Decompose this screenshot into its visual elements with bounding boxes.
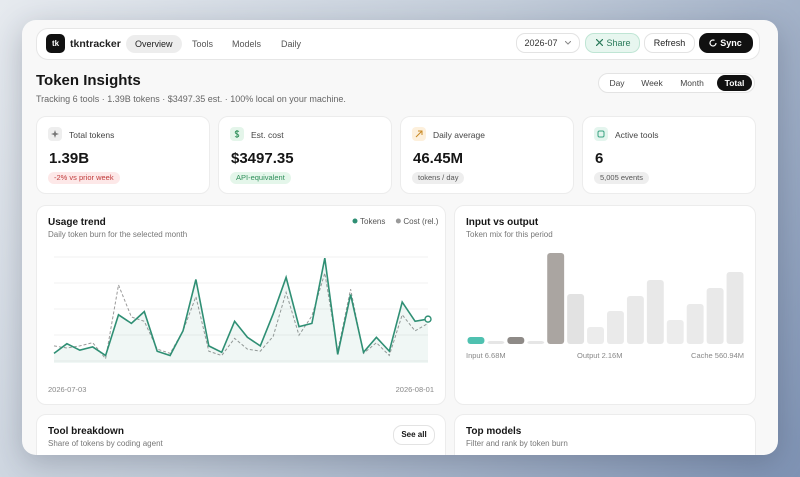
share-label: Share — [606, 38, 631, 48]
stat-badge: tokens / day — [412, 172, 465, 184]
stat-label: Total tokens — [69, 130, 115, 140]
bar — [587, 327, 604, 344]
card-subtitle: Filter and rank by token burn — [466, 439, 568, 448]
legend-label: Cost (rel.) — [403, 217, 438, 226]
sync-label: Sync — [720, 38, 742, 48]
see-all-button[interactable]: See all — [393, 425, 435, 445]
legend-label: Tokens — [360, 217, 385, 226]
nav-tab[interactable]: Tools — [192, 39, 214, 49]
stat-value: 46.45M — [413, 150, 464, 167]
end-point — [424, 315, 432, 323]
bar — [646, 280, 664, 344]
grid — [54, 256, 428, 362]
app-window: tk tkntracker Overview Tools Models Dail… — [22, 20, 778, 455]
usage-trend-card: Usage trend Daily token burn for the sel… — [36, 205, 446, 405]
sync-button[interactable]: Sync — [699, 33, 753, 53]
card-subtitle: Token mix for this period — [466, 230, 553, 239]
usage-trend-chart: Tokens Cost (rel.) — [53, 217, 439, 363]
input-output-chart — [467, 253, 744, 344]
stat-badge: 5,005 events — [594, 172, 649, 184]
bar — [706, 288, 724, 344]
nav-tab[interactable]: Models — [232, 39, 262, 49]
stat-badge: API-equivalent — [230, 172, 291, 184]
bar-label: Input 6.68M — [466, 351, 506, 360]
app-name: tkntracker — [70, 38, 121, 50]
page-subtitle: Tracking 6 tools · 1.39B tokens · $3497.… — [36, 94, 346, 104]
bar — [607, 311, 624, 344]
bar — [567, 294, 585, 344]
area — [54, 258, 428, 363]
sync-icon — [709, 39, 717, 47]
stat-icon — [594, 127, 608, 141]
bar-label: Cache 560.94M — [691, 351, 744, 360]
bar — [467, 337, 485, 344]
card-subtitle: Daily token burn for the selected month — [48, 230, 188, 239]
bar — [487, 341, 505, 344]
x-label: 2026-08-01 — [395, 385, 434, 394]
card-title: Usage trend — [48, 217, 106, 228]
nav-tab[interactable]: Daily — [281, 39, 302, 49]
stat-badge: -2% vs prior week — [48, 172, 120, 184]
card-title: Top models — [466, 426, 522, 437]
stat-icon — [48, 127, 62, 141]
nav-tab[interactable]: Overview — [126, 35, 182, 53]
stat-label: Daily average — [433, 130, 485, 140]
bar-label: Output 2.16M — [577, 351, 623, 360]
stat-label: Active tools — [615, 130, 659, 140]
chevron-icon — [565, 41, 571, 45]
line — [53, 272, 429, 360]
stat-card: Daily average 46.45M tokens / day — [400, 116, 574, 194]
stat-value: 1.39B — [49, 150, 90, 167]
stat-value: $3497.35 — [231, 150, 294, 167]
period-toggle: Day Week Month Total — [598, 73, 755, 93]
top-models-card: Top models Filter and rank by token burn — [454, 414, 756, 455]
card-subtitle: Share of tokens by coding agent — [48, 439, 163, 448]
month-value: 2026-07 — [524, 38, 558, 48]
period-option[interactable]: Week — [641, 78, 663, 88]
input-output-card: Input vs output Token mix for this perio… — [454, 205, 756, 405]
tool-breakdown-card: Tool breakdown Share of tokens by coding… — [36, 414, 446, 455]
bar — [686, 304, 704, 344]
page-title: Token Insights — [36, 72, 141, 89]
stat-icon — [412, 127, 426, 141]
logo: tk — [46, 34, 65, 53]
period-option[interactable]: Month — [680, 78, 704, 88]
period-option[interactable]: Day — [609, 78, 625, 88]
line — [53, 257, 429, 357]
bar — [726, 272, 744, 344]
stat-label: Est. cost — [251, 130, 284, 140]
share-button[interactable]: Share — [585, 33, 640, 53]
top-bar: tk tkntracker Overview Tools Models Dail… — [36, 28, 760, 60]
legend-swatch — [395, 218, 401, 224]
bar — [547, 253, 565, 344]
x-icon — [596, 39, 603, 46]
refresh-button[interactable]: Refresh — [644, 33, 695, 53]
bar — [507, 337, 525, 344]
stat-card: Total tokens 1.39B -2% vs prior week — [36, 116, 210, 194]
legend-swatch — [352, 218, 358, 224]
stat-card: Active tools 6 5,005 events — [582, 116, 756, 194]
period-option[interactable]: Total — [717, 75, 752, 91]
bar — [626, 296, 644, 344]
card-title: Tool breakdown — [48, 426, 124, 437]
stat-card: Est. cost $3497.35 API-equivalent — [218, 116, 392, 194]
card-title: Input vs output — [466, 217, 539, 228]
month-select[interactable]: 2026-07 — [516, 33, 580, 53]
x-label: 2026-07-03 — [48, 385, 87, 394]
stat-icon — [230, 127, 244, 141]
bar — [666, 320, 684, 344]
stat-value: 6 — [595, 150, 604, 167]
bar — [527, 341, 545, 344]
